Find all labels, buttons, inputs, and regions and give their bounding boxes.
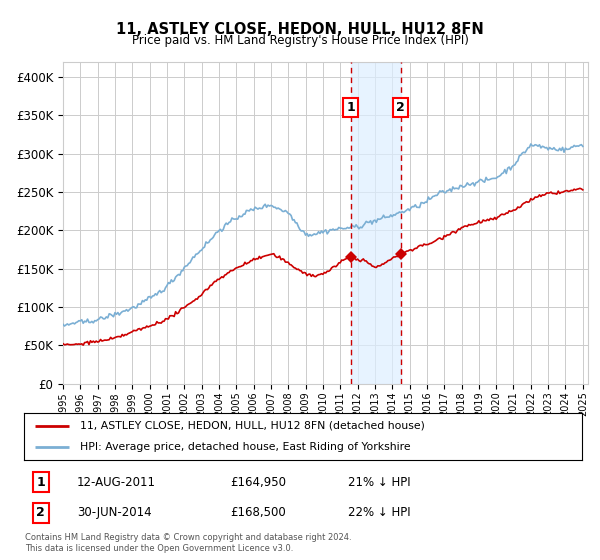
Text: 2: 2 <box>37 506 45 519</box>
Text: 21% ↓ HPI: 21% ↓ HPI <box>347 475 410 489</box>
Text: 1: 1 <box>346 101 355 114</box>
Text: 30-JUN-2014: 30-JUN-2014 <box>77 506 152 519</box>
Text: £168,500: £168,500 <box>230 506 286 519</box>
Text: 2: 2 <box>397 101 405 114</box>
Text: Contains HM Land Registry data © Crown copyright and database right 2024.
This d: Contains HM Land Registry data © Crown c… <box>25 533 352 553</box>
Text: £164,950: £164,950 <box>230 475 286 489</box>
Text: 1: 1 <box>37 475 45 489</box>
Text: 22% ↓ HPI: 22% ↓ HPI <box>347 506 410 519</box>
Text: 11, ASTLEY CLOSE, HEDON, HULL, HU12 8FN (detached house): 11, ASTLEY CLOSE, HEDON, HULL, HU12 8FN … <box>80 421 425 431</box>
Text: Price paid vs. HM Land Registry's House Price Index (HPI): Price paid vs. HM Land Registry's House … <box>131 34 469 46</box>
Bar <box>350 62 401 384</box>
Text: 11, ASTLEY CLOSE, HEDON, HULL, HU12 8FN: 11, ASTLEY CLOSE, HEDON, HULL, HU12 8FN <box>116 22 484 38</box>
Text: 12-AUG-2011: 12-AUG-2011 <box>77 475 156 489</box>
Text: HPI: Average price, detached house, East Riding of Yorkshire: HPI: Average price, detached house, East… <box>80 442 410 452</box>
